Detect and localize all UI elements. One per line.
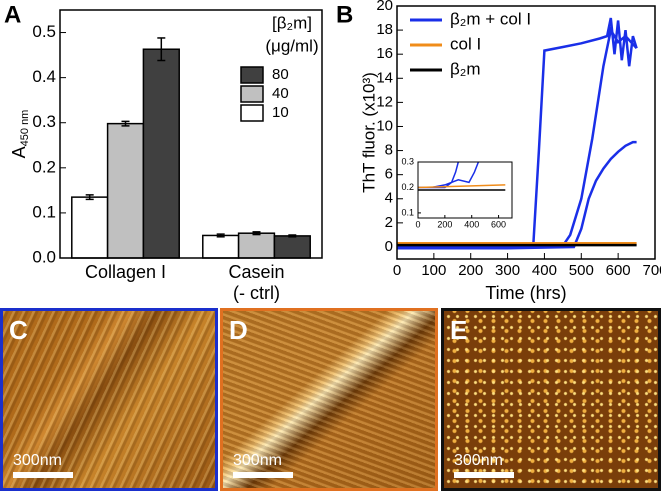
legend-unit: (μg/ml): [265, 36, 318, 55]
y-tick-label: 0.5: [32, 22, 56, 41]
afm-image: D 300nm: [220, 308, 438, 491]
legend-label: β₂m: [450, 59, 481, 78]
legend-title: [β₂m]: [272, 13, 312, 32]
x-tick-label: 200: [458, 262, 483, 279]
scale-bar-label: 300nm: [233, 452, 282, 469]
y-tick-label: 10: [376, 117, 393, 134]
y-axis-label: ThT fluor. (x10³): [359, 72, 378, 193]
error-bar: [157, 37, 166, 62]
y-tick-label: 4: [385, 190, 393, 207]
y-tick-label: 20: [376, 0, 393, 14]
y-tick-label: 0.0: [32, 247, 56, 266]
y-tick-label: 14: [376, 69, 393, 86]
panel-label: A: [4, 1, 21, 28]
y-tick-label: 8: [385, 142, 393, 159]
legend-swatch: [240, 104, 264, 122]
legend-swatch: [240, 85, 264, 103]
scale-bar-label: 300nm: [13, 452, 62, 469]
legend-label: 10: [272, 104, 289, 121]
x-tick-label: 500: [569, 262, 594, 279]
plot-frame: [417, 161, 513, 219]
y-tick-label: 0.3: [401, 156, 414, 166]
y-tick-label: 0.2: [401, 182, 414, 192]
x-tick-label: 600: [491, 220, 506, 230]
legend-label: β₂m + col I: [450, 9, 531, 28]
line: [417, 184, 506, 189]
x-tick-label: 400: [464, 220, 479, 230]
panel-label: C: [9, 315, 28, 345]
y-tick-label: 16: [376, 45, 393, 62]
x-tick-label: 400: [532, 262, 557, 279]
afm-image: C 300nm: [0, 308, 218, 491]
y-tick-label: 12: [376, 93, 393, 110]
bar: [106, 122, 145, 259]
panel-label: D: [229, 315, 248, 345]
bar: [202, 234, 240, 259]
y-tick-label: 0.2: [32, 157, 56, 176]
legend-label: 80: [272, 66, 289, 83]
x-tick-label: Collagen I: [84, 262, 167, 282]
error-bar: [216, 233, 225, 238]
plot-frame: [396, 5, 656, 260]
x-tick-label: 300: [495, 262, 520, 279]
panel-label: B: [336, 1, 353, 28]
error-bar: [121, 120, 130, 127]
y-tick-label: 2: [385, 214, 393, 231]
y-axis-label: A450 nm: [9, 110, 31, 159]
x-tick-label: 0: [393, 262, 401, 279]
y-tick-label: 6: [385, 166, 393, 183]
y-tick-label: 0.1: [401, 207, 414, 217]
error-bar: [288, 234, 297, 238]
y-tick-label: 0.1: [32, 202, 56, 221]
bar: [273, 235, 311, 259]
scale-bar: [454, 472, 514, 478]
y-axis-label-main: A: [9, 146, 29, 158]
y-tick-label: 18: [376, 21, 393, 38]
y-tick-label: 0.4: [32, 67, 56, 86]
legend-label: 40: [272, 85, 289, 102]
x-tick-label: 200: [437, 220, 452, 230]
scale-bar-label: 300nm: [454, 452, 503, 469]
x-tick-label: 0: [415, 220, 420, 230]
y-tick-label: 0.3: [32, 112, 56, 131]
error-bar: [85, 194, 94, 201]
plot-frame: [59, 9, 323, 259]
legend-label: col I: [450, 34, 481, 53]
x-tick-label: 100: [421, 262, 446, 279]
legend-swatch: [240, 66, 264, 84]
bar: [237, 232, 276, 259]
y-axis-label-sub: 450 nm: [19, 110, 31, 147]
x-tick-label: 700: [642, 262, 661, 279]
bar: [142, 48, 180, 259]
scale-bar: [233, 472, 293, 478]
x-tick-label: Casein (- ctrl): [228, 262, 285, 303]
scale-bar: [13, 472, 73, 478]
y-tick-label: 0: [385, 238, 393, 255]
bar: [71, 196, 109, 259]
afm-image: E 300nm: [441, 308, 661, 491]
x-axis-label: Time (hrs): [485, 283, 566, 303]
panel-label: E: [450, 315, 468, 345]
x-tick-label: 600: [606, 262, 631, 279]
error-bar: [252, 231, 261, 236]
